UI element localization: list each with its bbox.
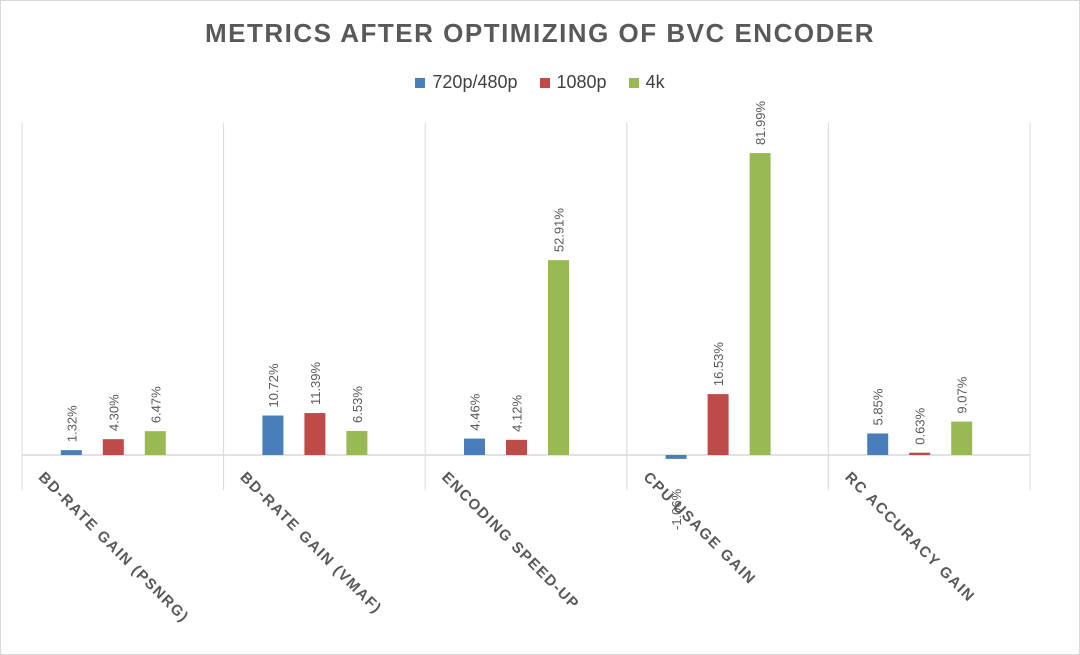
data-label-3-1: 16.53% xyxy=(711,342,726,387)
category-label-3: CPU USAGE GAIN xyxy=(640,469,759,588)
legend-item-1080p: 1080p xyxy=(539,72,607,93)
legend-swatch-720p xyxy=(415,77,426,88)
data-label-3-2: 81.99% xyxy=(753,101,768,146)
data-label-4-2: 9.07% xyxy=(955,376,970,413)
bar-0-0 xyxy=(60,450,82,455)
legend: 720p/480p 1080p 4k xyxy=(0,72,1080,93)
category-label-1: BD-RATE GAIN (VMAF) xyxy=(237,469,386,618)
legend-label-1080p: 1080p xyxy=(556,72,607,92)
bar-0-1 xyxy=(102,439,124,455)
bar-3-1 xyxy=(707,394,729,455)
data-label-4-1: 0.63% xyxy=(913,407,928,444)
data-label-0-1: 4.30% xyxy=(106,394,121,431)
data-label-0-0: 1.32% xyxy=(64,405,79,442)
legend-item-720p: 720p/480p xyxy=(415,72,518,93)
bar-4-0 xyxy=(867,433,889,455)
data-label-1-1: 11.39% xyxy=(308,361,323,405)
bar-1-1 xyxy=(304,413,326,455)
bar-3-2 xyxy=(749,153,771,455)
category-label-4: RC ACCURACY GAIN xyxy=(841,469,978,606)
bar-2-1 xyxy=(506,439,527,455)
data-label-2-0: 4.46% xyxy=(468,393,483,430)
data-label-2-1: 4.12% xyxy=(510,395,525,432)
legend-label-4k: 4k xyxy=(645,72,665,92)
bar-3-0 xyxy=(665,455,687,459)
data-label-4-0: 5.85% xyxy=(871,388,886,425)
legend-item-4k: 4k xyxy=(628,72,665,93)
bar-4-1 xyxy=(909,452,931,455)
data-label-1-2: 6.53% xyxy=(350,386,365,423)
category-label-2: ENCODING SPEED-UP xyxy=(438,469,582,613)
legend-label-720p: 720p/480p xyxy=(432,72,518,92)
bar-1-2 xyxy=(346,430,368,455)
bar-2-2 xyxy=(548,260,569,455)
legend-swatch-1080p xyxy=(539,77,550,88)
legend-swatch-4k xyxy=(628,77,639,88)
data-label-2-2: 52.91% xyxy=(552,208,567,253)
data-label-3-0: -1.06% xyxy=(669,488,684,530)
data-label-0-2: 6.47% xyxy=(148,386,163,423)
bar-0-2 xyxy=(144,431,166,455)
category-label-0: BD-RATE GAIN (PSNRG) xyxy=(35,469,192,626)
bar-4-2 xyxy=(951,421,973,455)
chart-title: METRICS AFTER OPTIMIZING OF BVC ENCODER xyxy=(205,18,875,48)
bar-2-0 xyxy=(464,438,485,455)
data-label-1-0: 10.72% xyxy=(266,363,281,408)
bar-1-0 xyxy=(262,415,284,455)
